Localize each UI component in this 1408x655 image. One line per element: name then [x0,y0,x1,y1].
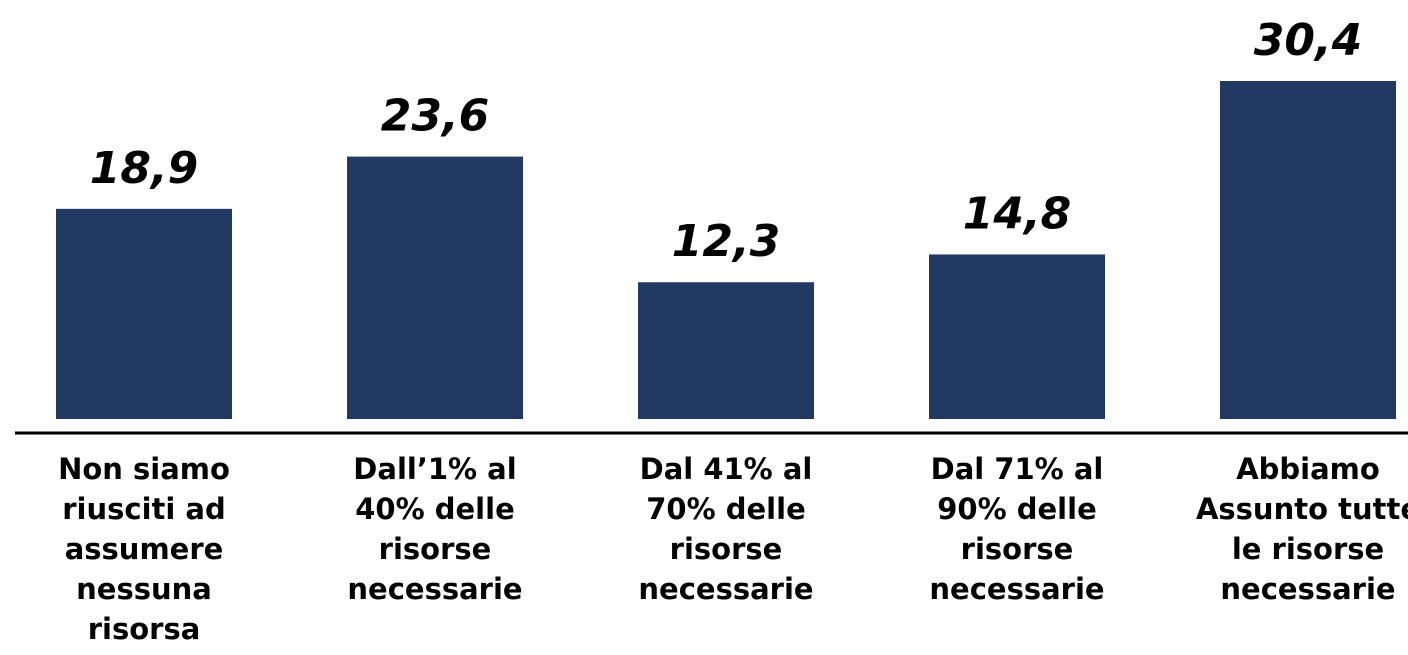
bar-2 [347,156,523,419]
bar-3 [638,282,814,419]
category-label-line: 40% delle [355,492,515,526]
category-label-line: risorse [961,532,1074,566]
data-label-2: 23,6 [381,91,490,142]
category-label-line: 70% delle [646,492,806,526]
category-label-3: Dal 41% al 70% delle risorse necessarie [638,452,813,606]
category-label-line: 90% delle [937,492,1097,526]
category-label-line: Abbiamo [1236,452,1380,486]
category-label-line: risorse [379,532,492,566]
category-label-1: Non siamo riusciti ad assumere nessuna risor… [58,452,230,646]
category-label-4: Dal 71% al 90% delle risorse necessarie [929,452,1104,606]
category-label-line: nessuna [76,572,212,606]
category-label-line: necessarie [638,572,813,606]
category-label-line: Dal 41% al [640,452,813,486]
category-label-line: necessarie [1220,572,1395,606]
bar-4 [929,254,1105,419]
data-label-5: 30,4 [1254,15,1363,66]
category-label-5: Abbiamo Assunto tutte le risorse necessarie [1196,452,1408,606]
data-label-3: 12,3 [672,216,781,267]
category-label-2: Dall’1% al 40% delle risorse necessarie [347,452,522,606]
data-label-4: 14,8 [963,188,1072,239]
category-label-line: Assunto tutte [1196,492,1408,526]
bar-5 [1220,81,1396,419]
category-label-line: necessarie [929,572,1104,606]
category-labels-group: Non siamo riusciti ad assumere nessuna risor… [58,452,1408,646]
category-label-line: assumere [65,532,224,566]
category-label-line: Non siamo [58,452,230,486]
category-label-line: le risorse [1232,532,1384,566]
category-label-line: risorse [670,532,783,566]
category-label-line: Dal 71% al [931,452,1104,486]
data-label-1: 18,9 [90,143,199,194]
category-label-line: riusciti ad [62,492,226,526]
category-label-line: Dall’1% al [353,452,516,486]
value-labels-group: 18,9 23,6 12,3 14,8 30,4 [90,15,1363,267]
bar-1 [56,208,232,419]
category-label-line: necessarie [347,572,522,606]
bars-group [56,81,1396,419]
category-label-line: risorsa [88,612,201,646]
